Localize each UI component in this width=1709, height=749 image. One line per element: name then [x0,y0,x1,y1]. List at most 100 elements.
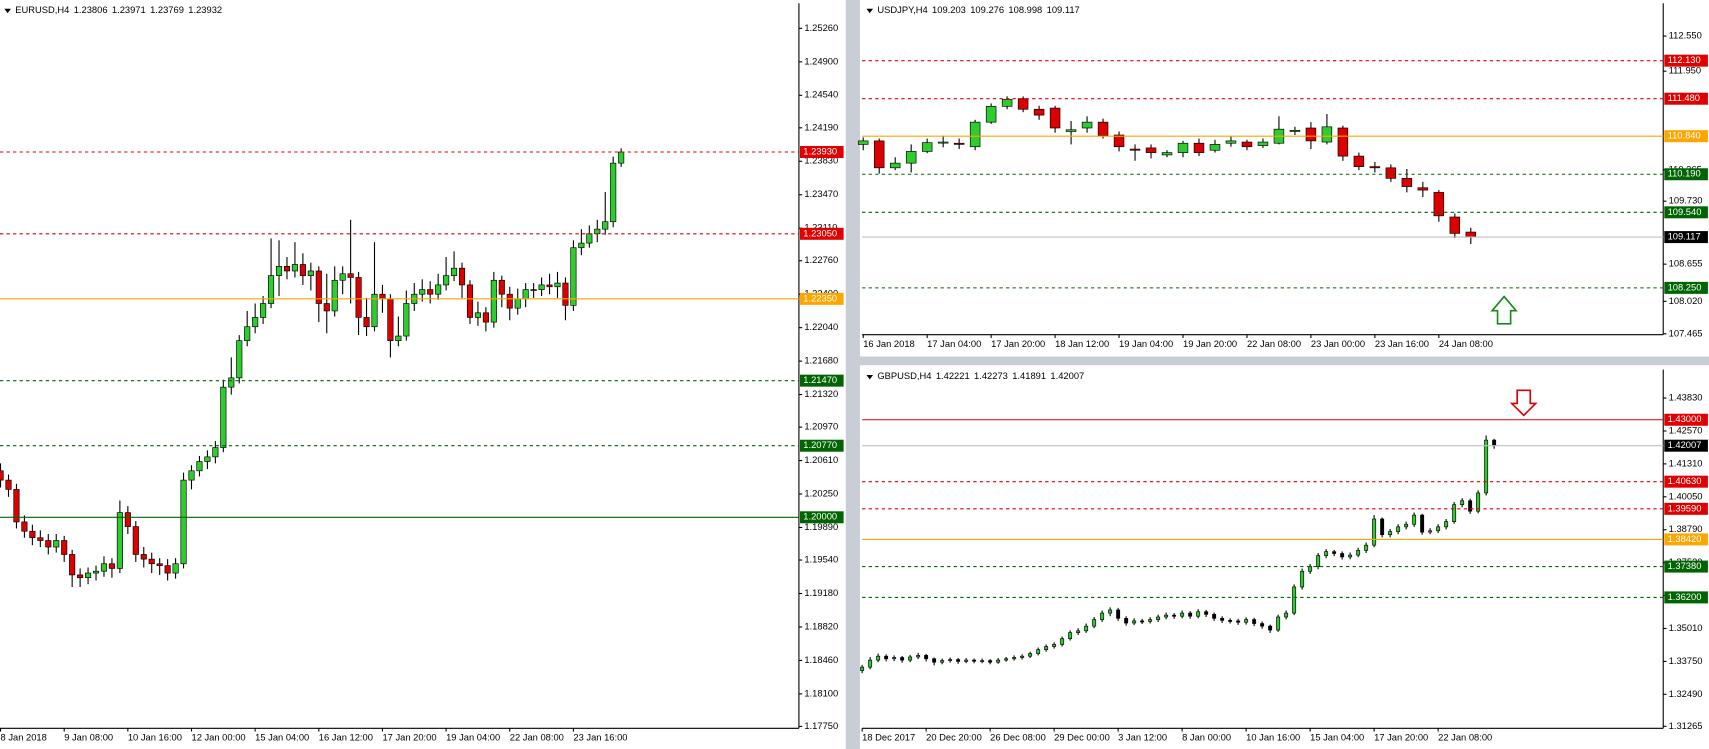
candle-body [1244,619,1249,623]
candle-body [876,655,881,661]
price-label: 109.117 [1668,232,1701,242]
y-tick-label: 1.22040 [804,322,838,332]
candle-body [1404,523,1409,528]
candle-body [948,659,953,661]
candle-body [1396,526,1401,532]
candle-body [1380,518,1385,536]
candle-body [1452,504,1457,522]
candle-body [180,479,187,565]
candle-body [77,574,84,579]
candle-body [610,162,617,223]
price-label: 1.21470 [803,375,837,385]
candle-body [403,303,410,337]
ohlc-value: 109.117 [1047,5,1080,15]
candle-body [1108,609,1113,614]
price-label: 1.40630 [1668,476,1702,486]
candle-body [1220,617,1225,621]
candle-body [1188,612,1193,617]
candle-body [1140,620,1145,623]
candle-body [538,284,545,290]
ohlc-value: 108.998 [1008,5,1042,15]
candle-body [1097,121,1109,136]
candle-body [1076,630,1081,633]
x-tick-label: 19 Jan 04:00 [446,733,500,743]
candle-body [594,228,601,235]
candle-body [908,656,913,661]
candle-body [307,270,314,276]
ohlc-value: 1.23769 [150,5,184,15]
symbol-title: USDJPY,H4 [877,5,927,15]
y-tick-label: 1.43830 [1669,393,1703,403]
candle-body [1356,550,1361,556]
x-tick-label: 19 Jan 04:00 [1119,339,1173,349]
candle-body [602,221,609,230]
candle-body [1444,521,1449,528]
price-label: 1.23050 [803,228,837,238]
candle-body [1449,216,1461,234]
x-tick-label: 8 Jan 00:00 [1182,733,1231,743]
candle-body [937,141,949,144]
candle-body [860,666,865,671]
candle-body [570,247,577,306]
candle-body [45,540,52,548]
candle-body [490,279,497,323]
candle-body [1412,514,1417,525]
price-label-box [800,511,844,524]
candle-body [1225,140,1237,144]
candle-body [164,565,171,574]
candle-body [1028,653,1033,657]
candle-body [964,659,969,662]
candle-body [220,386,227,448]
y-tick-label: 1.21320 [804,389,838,399]
candle-body [85,572,92,579]
candle-body [1484,439,1489,494]
candle-body [996,659,1001,663]
price-label: 1.22350 [803,293,837,303]
x-tick-label: 23 Jan 16:00 [573,733,627,743]
y-tick-label: 107.465 [1669,328,1703,338]
candle-body [1308,566,1313,572]
candle-body [988,660,993,663]
candle-body [466,284,474,318]
price-label-box [1664,281,1708,294]
price-label: 111.480 [1668,93,1700,103]
candle-body [275,265,283,276]
candle-body [395,335,402,342]
price-label: 110.840 [1668,131,1701,141]
y-tick-label: 1.17750 [804,721,838,731]
price-label-box [1664,413,1708,426]
ohlc-value: 1.42221 [936,372,970,382]
candle-body [474,312,481,318]
candle-body [339,273,346,281]
candle-body [1044,646,1049,650]
candle-body [554,282,561,288]
candle-body [1465,231,1477,238]
candle-body [969,121,981,148]
candle-body [1017,98,1029,110]
candle-body [387,298,394,342]
candle-body [905,151,917,164]
y-tick-label: 1.18100 [804,688,838,698]
candle-body [1289,130,1301,132]
price-label-box [800,439,844,452]
y-tick-label: 1.20250 [804,489,838,499]
candle-body [1204,611,1209,615]
candle-body [228,377,235,388]
candle-body [1116,609,1121,619]
window-gbpusd [859,365,1709,749]
candle-body [586,233,593,244]
candle-body [1212,614,1217,619]
x-tick-label: 23 Jan 16:00 [1375,339,1429,349]
candle-body [1476,492,1481,512]
candle-body [1460,500,1465,505]
candle-body [1049,107,1061,129]
price-label-box [1664,206,1708,219]
ohlc-value: 1.23932 [188,5,222,15]
y-tick-label: 1.41310 [1669,458,1703,468]
candle-body [578,242,585,249]
x-tick-label: 22 Jan 08:00 [510,733,564,743]
y-tick-label: 108.655 [1669,259,1703,269]
candle-body [1065,129,1077,132]
y-tick-label: 108.020 [1669,296,1703,306]
sell-arrow [1509,389,1538,417]
